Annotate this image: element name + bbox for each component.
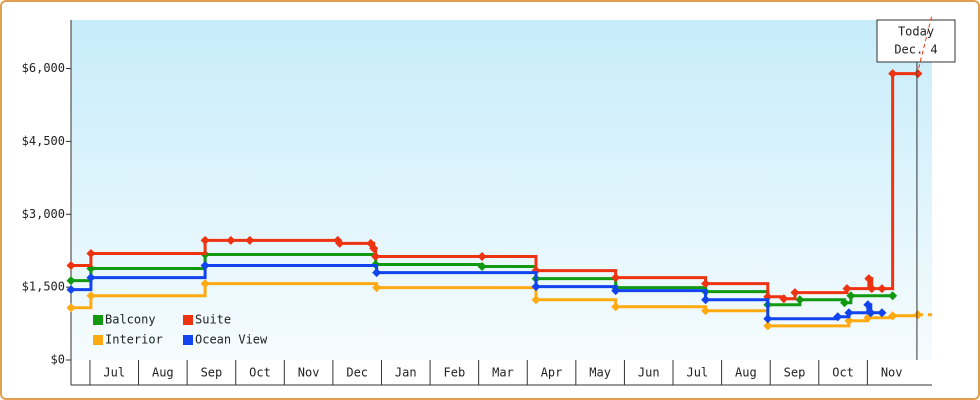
point [477, 251, 487, 261]
legend-label: Interior [105, 333, 163, 347]
x-tick-label: Oct [832, 366, 854, 380]
point [864, 274, 874, 284]
point [833, 312, 843, 322]
x-tick-label: May [589, 366, 611, 380]
point [701, 295, 711, 305]
x-tick-label: Sep [201, 366, 223, 380]
y-tick-label: $6,000 [22, 61, 65, 75]
point [888, 69, 898, 79]
plot-area [71, 20, 932, 360]
point [372, 283, 382, 293]
legend-swatch [93, 315, 103, 325]
x-tick-label: Mar [492, 366, 514, 380]
point [701, 306, 711, 316]
today-date: Dec. 4 [894, 43, 937, 57]
point [844, 308, 854, 318]
x-tick-label: Oct [249, 366, 271, 380]
y-tick-label: $1,500 [22, 280, 65, 294]
x-tick-label: Jul [686, 366, 708, 380]
legend-swatch [183, 335, 193, 345]
point [763, 314, 773, 324]
legend-label: Ocean View [195, 333, 268, 347]
legend-swatch [183, 315, 193, 325]
point [840, 298, 850, 308]
point [913, 69, 923, 79]
point [372, 268, 382, 278]
point [369, 243, 379, 253]
legend-label: Balcony [105, 313, 156, 327]
point [86, 248, 96, 258]
x-tick-label: Jun [638, 366, 660, 380]
point [200, 235, 210, 245]
point [867, 284, 877, 294]
point [200, 261, 210, 271]
point [763, 321, 773, 331]
point [844, 316, 854, 326]
x-tick-label: Jul [103, 366, 125, 380]
point [86, 273, 96, 283]
y-tick-label: $4,500 [22, 134, 65, 148]
x-tick-label: Dec [346, 366, 368, 380]
x-tick-label: Apr [541, 366, 563, 380]
point [371, 251, 381, 261]
x-tick-label: Aug [735, 366, 757, 380]
legend-label: Suite [195, 313, 231, 327]
point [779, 294, 789, 304]
point [877, 284, 887, 294]
point [611, 302, 621, 312]
point [245, 235, 255, 245]
point [842, 284, 852, 294]
y-tick-label: $0 [51, 353, 65, 367]
today-box [876, 19, 956, 63]
point [701, 279, 711, 289]
point [888, 291, 898, 301]
today-trend [916, 14, 933, 76]
point [477, 262, 487, 272]
point [846, 291, 856, 301]
legend-swatch [93, 335, 103, 345]
x-tick-label: Nov [298, 366, 320, 380]
point [66, 261, 76, 271]
point [866, 308, 876, 318]
point [86, 291, 96, 301]
point [888, 311, 898, 321]
x-tick-label: Sep [784, 366, 806, 380]
point [863, 300, 873, 310]
point [611, 273, 621, 283]
y-tick-label: $3,000 [22, 207, 65, 221]
today-label: Today [898, 25, 934, 39]
point [66, 285, 76, 295]
point [226, 235, 236, 245]
x-tick-label: Aug [152, 366, 174, 380]
point [200, 279, 210, 289]
x-tick-label: Nov [881, 366, 903, 380]
point [66, 303, 76, 313]
point [611, 286, 621, 296]
x-tick-label: Feb [444, 366, 466, 380]
point [335, 238, 345, 248]
point [795, 295, 805, 305]
point [66, 276, 76, 286]
point [531, 282, 541, 292]
point [790, 288, 800, 298]
point [531, 295, 541, 305]
x-tick-label: Jan [395, 366, 417, 380]
point [877, 308, 887, 318]
